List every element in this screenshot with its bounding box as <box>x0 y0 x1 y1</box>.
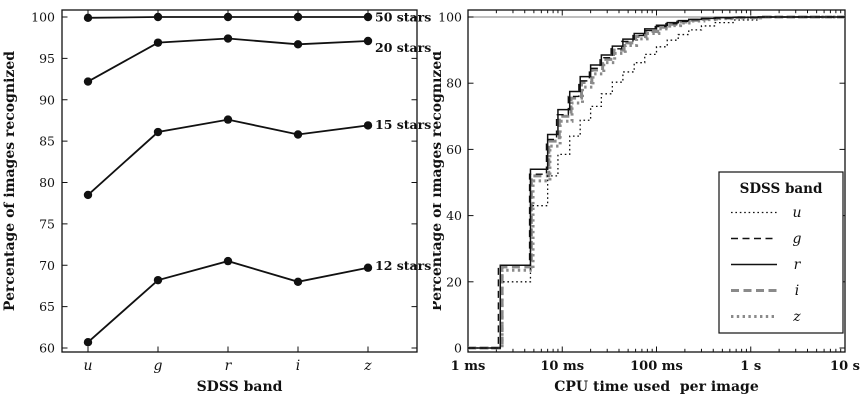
legend-entry-label: u <box>792 205 801 221</box>
data-point-marker <box>153 275 163 285</box>
cdf-series-u <box>468 16 845 349</box>
y-tick-label: 65 <box>39 299 55 314</box>
x-tick-label-band: u <box>83 358 92 374</box>
data-point-marker <box>223 115 233 124</box>
legend-title: SDSS band <box>740 181 823 197</box>
cdf-series-z <box>468 15 845 350</box>
data-point-marker <box>293 40 303 49</box>
x-tick-label-band: g <box>154 358 163 374</box>
y-tick-label: 85 <box>39 134 55 149</box>
legend-entry-label: r <box>794 257 802 273</box>
cdf-series-r <box>468 16 845 349</box>
data-point-marker <box>153 12 163 22</box>
data-point-marker <box>153 38 163 47</box>
x-tick-label-time: 1 s <box>740 359 761 374</box>
left-yaxis-title: Percentage of images recognized <box>2 51 18 311</box>
y-tick-label: 70 <box>39 258 55 273</box>
y-tick-label: 95 <box>39 51 55 66</box>
left-axes: 60 65 70 75 80 85 90 95 100 u g r i z <box>31 9 418 374</box>
x-tick-label-time: 10 s <box>830 359 860 374</box>
cpu-time-cdf-plot: 0 20 40 60 80 100 1 ms 10 ms 100 ms 1 s 10 s CPU ti… <box>433 9 860 395</box>
legend-entry-label: z <box>792 309 801 325</box>
y-tick-label: 60 <box>446 142 462 157</box>
series-label: 50 stars <box>375 10 431 25</box>
x-tick-label-time: 1 ms <box>451 359 486 374</box>
y-tick-label: 0 <box>454 341 462 356</box>
data-point-marker <box>83 13 93 23</box>
right-xaxis-title: CPU time used per image <box>554 379 759 395</box>
y-tick-label: 90 <box>39 92 55 107</box>
data-point-marker <box>293 277 303 286</box>
data-point-marker <box>293 12 303 22</box>
series-15-stars: 15 stars <box>83 115 431 200</box>
data-point-marker <box>83 338 93 347</box>
left-xaxis-title: SDSS band <box>197 379 283 395</box>
series-label: 15 stars <box>375 117 431 132</box>
y-tick-label: 80 <box>446 76 462 91</box>
y-tick-label: 100 <box>31 10 55 25</box>
y-tick-label: 40 <box>446 208 462 223</box>
data-point-marker <box>223 34 233 43</box>
right-axes: 0 20 40 60 80 100 1 ms 10 ms 100 ms 1 s 10 s <box>438 9 860 374</box>
data-point-marker <box>363 263 373 272</box>
data-point-marker <box>363 36 373 46</box>
accuracy-vs-band-plot: 60 65 70 75 80 85 90 95 100 u g r i z SDSS band Percent… <box>2 9 431 395</box>
data-point-marker <box>293 130 303 139</box>
legend-entry-label: i <box>795 283 799 299</box>
data-point-marker <box>83 190 93 200</box>
legend-entry-label: g <box>793 231 802 247</box>
y-tick-label: 100 <box>438 10 462 25</box>
y-tick-label: 20 <box>446 274 462 289</box>
series-20-stars: 20 stars <box>83 34 431 86</box>
y-tick-label: 80 <box>39 175 55 190</box>
right-yaxis-title: Percentage of images recognized <box>433 51 445 311</box>
data-point-marker <box>223 12 233 22</box>
data-point-marker <box>153 127 163 137</box>
data-point-marker <box>223 256 233 266</box>
legend-box <box>718 171 844 334</box>
y-tick-label: 60 <box>39 341 55 356</box>
x-tick-label-band: i <box>296 358 300 374</box>
series-label: 12 stars <box>375 258 431 273</box>
left-chart-accuracy-vs-band: 60 65 70 75 80 85 90 95 100 u g r i z SDSS band Percent… <box>2 9 431 395</box>
series-12-stars: 12 stars <box>83 256 431 347</box>
x-tick-label-band: z <box>363 358 372 374</box>
series-label: 20 stars <box>375 40 431 55</box>
x-tick-label-band: r <box>225 358 233 374</box>
x-tick-label-time: 100 ms <box>630 359 683 374</box>
y-tick-label: 75 <box>39 216 55 231</box>
data-point-marker <box>83 77 93 86</box>
data-point-marker <box>363 12 373 22</box>
right-chart-cpu-time-cdf: 0 20 40 60 80 100 1 ms 10 ms 100 ms 1 s 10 s CPU ti… <box>433 0 866 400</box>
data-point-marker <box>363 121 373 130</box>
series-50-stars: 50 stars <box>83 10 431 25</box>
x-tick-label-time: 10 ms <box>540 359 584 374</box>
